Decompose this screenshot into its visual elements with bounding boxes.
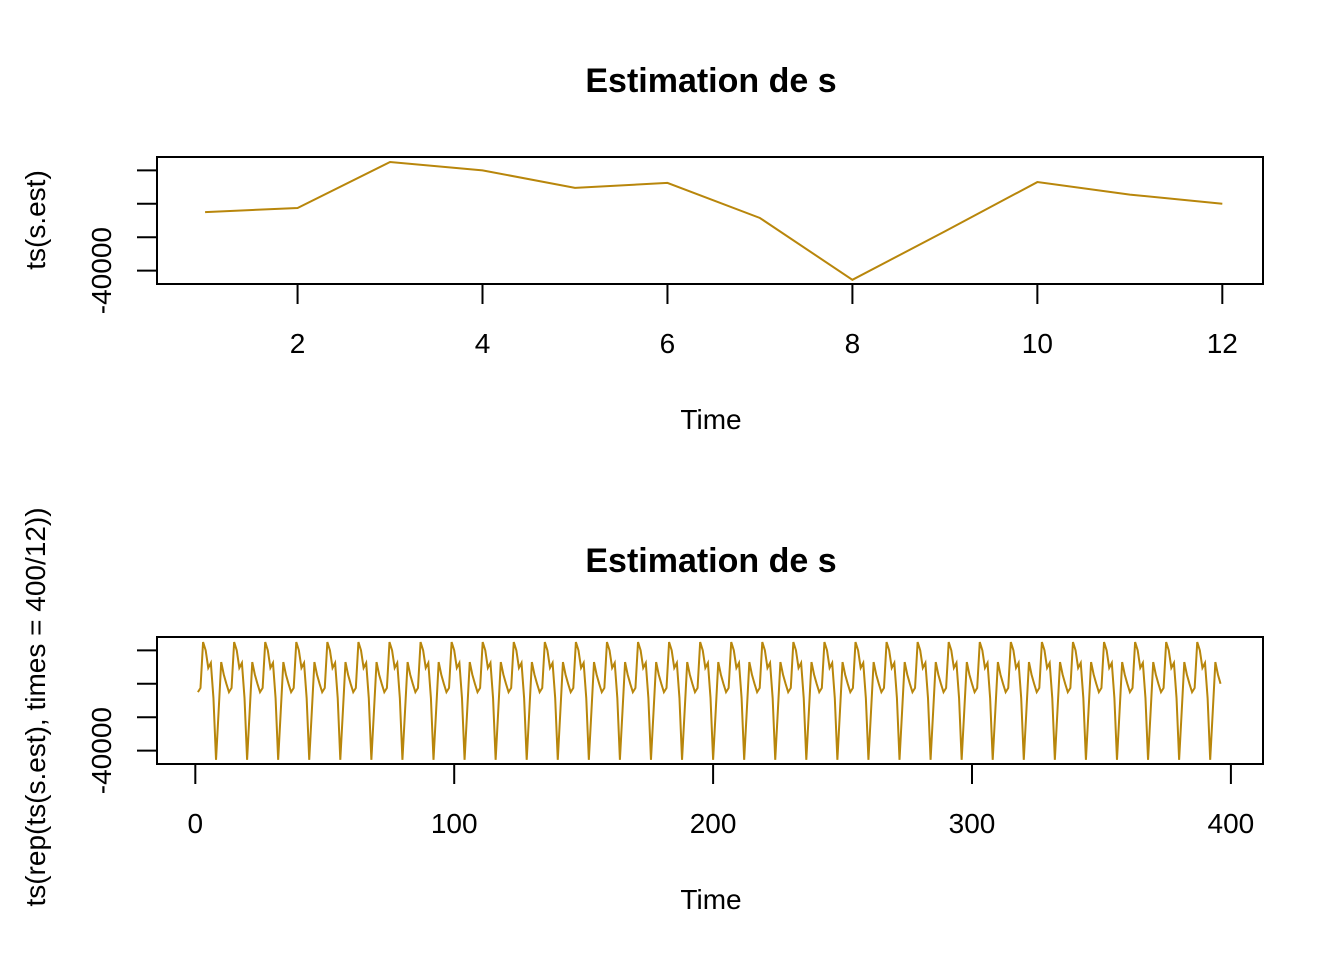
panel-2-y-axis: -40000 (86, 649, 158, 794)
panel-1-series-line (205, 160, 1223, 281)
x-tick-label: 0 (188, 808, 204, 839)
panel-1: Estimation de s 2 4 6 8 10 12 -40000 Time ts(… (20, 62, 1264, 435)
panel-1-x-label: Time (680, 404, 741, 435)
x-tick-label: 400 (1208, 808, 1255, 839)
x-tick-label: 2 (290, 328, 306, 359)
x-tick-label: 10 (1022, 328, 1053, 359)
x-tick-label: 200 (690, 808, 737, 839)
panel-1-plot-box (156, 156, 1264, 285)
y-tick-label: -40000 (86, 227, 117, 314)
panel-2-x-axis: 0 100 200 300 400 (188, 763, 1255, 839)
x-tick-label: 6 (660, 328, 676, 359)
panel-2-y-label: ts(rep(ts(s.est), times = 400/12)) (20, 507, 51, 906)
y-tick-label: -40000 (86, 707, 117, 794)
panel-2-title: Estimation de s (585, 542, 836, 580)
panel-2-series-line (197, 641, 1222, 760)
panel-1-y-axis: -40000 (86, 169, 158, 314)
x-tick-label: 4 (475, 328, 491, 359)
panel-2: Estimation de s 0 100 200 300 400 -40000 Tim… (20, 507, 1264, 915)
panel-1-x-axis: 2 4 6 8 10 12 (290, 283, 1238, 359)
panel-1-title: Estimation de s (585, 62, 836, 100)
x-tick-label: 300 (949, 808, 996, 839)
x-tick-label: 100 (431, 808, 478, 839)
x-tick-label: 8 (845, 328, 861, 359)
panel-2-x-label: Time (680, 884, 741, 915)
x-tick-label: 12 (1207, 328, 1238, 359)
panel-1-y-label: ts(s.est) (20, 170, 51, 270)
